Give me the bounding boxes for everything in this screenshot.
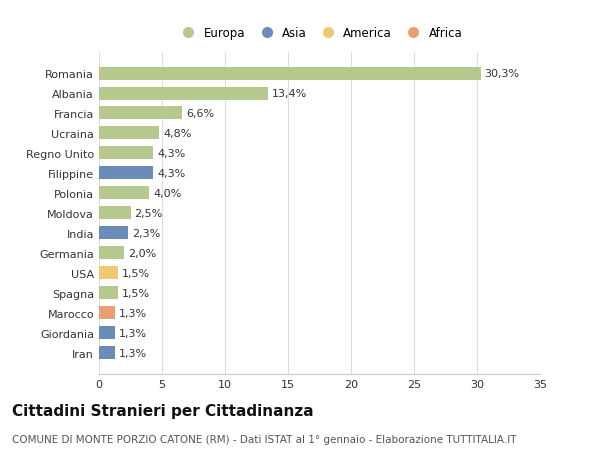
Bar bbox=[99, 247, 124, 260]
Text: 6,6%: 6,6% bbox=[186, 109, 214, 119]
Text: 30,3%: 30,3% bbox=[485, 69, 520, 79]
Text: 2,3%: 2,3% bbox=[132, 229, 160, 238]
Text: 1,3%: 1,3% bbox=[119, 348, 147, 358]
Bar bbox=[99, 127, 160, 140]
Text: 13,4%: 13,4% bbox=[272, 89, 307, 99]
Bar bbox=[99, 227, 128, 240]
Bar bbox=[99, 147, 153, 160]
Text: 4,0%: 4,0% bbox=[153, 189, 181, 198]
Text: 1,3%: 1,3% bbox=[119, 308, 147, 318]
Text: 4,3%: 4,3% bbox=[157, 168, 185, 179]
Text: 4,3%: 4,3% bbox=[157, 149, 185, 159]
Bar bbox=[99, 327, 115, 340]
Bar bbox=[99, 267, 118, 280]
Bar bbox=[99, 307, 115, 319]
Bar bbox=[99, 187, 149, 200]
Text: 2,5%: 2,5% bbox=[134, 208, 163, 218]
Text: 1,5%: 1,5% bbox=[122, 268, 150, 278]
Text: 4,8%: 4,8% bbox=[163, 129, 191, 139]
Text: 1,3%: 1,3% bbox=[119, 328, 147, 338]
Bar bbox=[99, 107, 182, 120]
Bar bbox=[99, 347, 115, 359]
Bar bbox=[99, 87, 268, 100]
Text: 2,0%: 2,0% bbox=[128, 248, 156, 258]
Text: Cittadini Stranieri per Cittadinanza: Cittadini Stranieri per Cittadinanza bbox=[12, 403, 314, 419]
Text: 1,5%: 1,5% bbox=[122, 288, 150, 298]
Bar bbox=[99, 167, 153, 180]
Text: COMUNE DI MONTE PORZIO CATONE (RM) - Dati ISTAT al 1° gennaio - Elaborazione TUT: COMUNE DI MONTE PORZIO CATONE (RM) - Dat… bbox=[12, 434, 517, 443]
Legend: Europa, Asia, America, Africa: Europa, Asia, America, Africa bbox=[173, 23, 466, 43]
Bar bbox=[99, 287, 118, 300]
Bar bbox=[99, 67, 481, 80]
Bar bbox=[99, 207, 131, 220]
